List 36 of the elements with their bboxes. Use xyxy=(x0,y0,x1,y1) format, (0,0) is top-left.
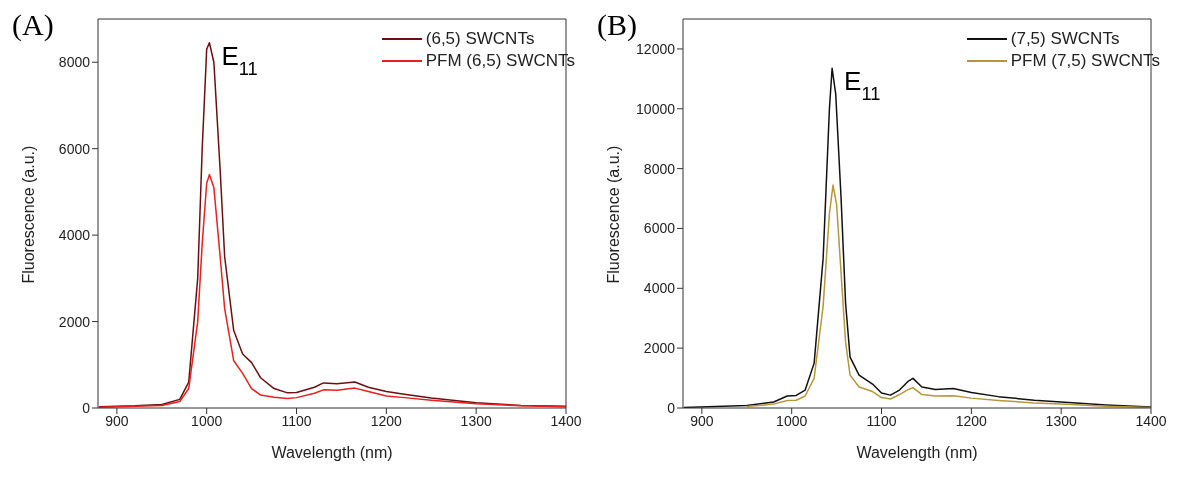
x-axis-title: Wavelength (nm) xyxy=(271,444,393,461)
legend-label: (6,5) SWCNTs xyxy=(425,28,535,50)
x-tick-label: 1100 xyxy=(281,412,312,429)
y-tick-label: 0 xyxy=(667,399,676,416)
x-tick-label: 1200 xyxy=(370,412,403,429)
legend-label: (7,5) SWCNTs xyxy=(1010,28,1120,50)
x-tick-label: 1400 xyxy=(550,412,582,429)
y-tick-label: 10000 xyxy=(636,100,676,117)
x-axis-title: Wavelength (nm) xyxy=(856,444,978,461)
x-tick-label: 1200 xyxy=(955,412,988,429)
x-tick-label: 1400 xyxy=(1135,412,1167,429)
y-tick-label: 8000 xyxy=(643,160,676,177)
y-tick-label: 8000 xyxy=(58,54,91,71)
y-axis-title: Fluorescence (a.u.) xyxy=(604,145,622,284)
y-tick-label: 2000 xyxy=(643,340,676,357)
x-tick-label: 1000 xyxy=(191,412,223,429)
x-tick-label: 900 xyxy=(105,412,129,429)
y-tick-label: 2000 xyxy=(58,313,91,330)
legend-label: PFM (7,5) SWCNTs xyxy=(1010,50,1160,72)
y-tick-label: 6000 xyxy=(643,220,676,237)
annotation: E$_{11}$ xyxy=(221,40,258,79)
text: (A) xyxy=(12,8,54,42)
x-tick-label: 1300 xyxy=(1045,412,1077,429)
y-tick-label: 12000 xyxy=(636,40,676,57)
x-tick-label: 900 xyxy=(690,412,714,429)
annotation: E$_{11}$ xyxy=(844,66,881,105)
x-tick-label: 1300 xyxy=(460,412,492,429)
y-tick-label: 6000 xyxy=(58,140,91,157)
y-axis-title: Fluorescence (a.u.) xyxy=(19,145,37,284)
y-tick-label: 0 xyxy=(82,399,91,416)
x-tick-label: 1100 xyxy=(866,412,897,429)
text: (B) xyxy=(597,8,637,42)
x-tick-label: 1000 xyxy=(776,412,808,429)
y-tick-label: 4000 xyxy=(58,227,91,244)
legend-label: PFM (6,5) SWCNTs xyxy=(425,50,575,72)
y-tick-label: 4000 xyxy=(643,280,676,297)
